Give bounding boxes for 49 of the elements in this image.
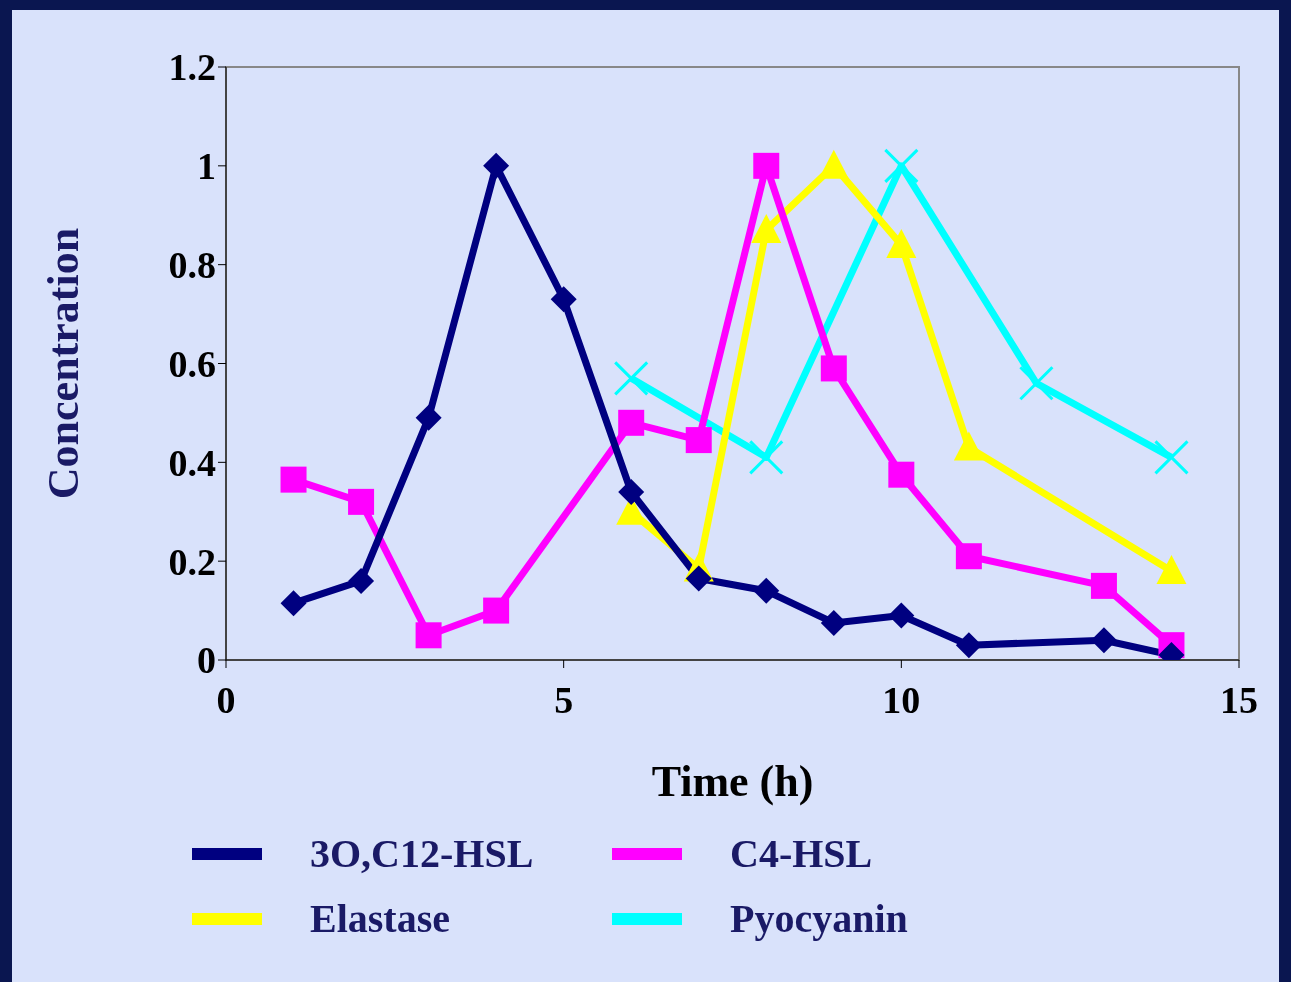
y-tick-label: 0 (197, 639, 216, 682)
point (953, 431, 984, 461)
y-tick-label: 0.2 (168, 540, 216, 583)
point (818, 149, 849, 179)
point (888, 602, 915, 629)
point (483, 152, 510, 179)
point (415, 622, 442, 649)
y-tick-label: 1.2 (168, 46, 216, 89)
point (613, 360, 649, 396)
x-axis-title: Time (h) (651, 757, 814, 806)
legend-label: C4-HSL (730, 830, 873, 877)
point (618, 478, 645, 505)
point (348, 567, 375, 594)
point (618, 409, 645, 436)
x-tick-label: 5 (554, 678, 574, 721)
point (685, 427, 712, 454)
y-tick-label: 0.8 (168, 244, 216, 287)
point (883, 148, 919, 184)
point (1156, 555, 1187, 585)
point (751, 214, 782, 244)
x-tick-label: 10 (882, 678, 921, 721)
point (1090, 627, 1117, 654)
point (348, 488, 375, 515)
point (886, 228, 917, 258)
point (820, 355, 847, 382)
point (1090, 572, 1117, 599)
y-axis-title: Concentration (38, 227, 88, 500)
point (753, 152, 780, 179)
point (820, 609, 847, 636)
point (483, 597, 510, 624)
x-tick-label: 15 (1220, 678, 1258, 721)
point (888, 461, 915, 488)
legend-label: Pyocyanin (730, 895, 908, 942)
legend-label: Elastase (310, 895, 450, 942)
point (280, 590, 307, 617)
point (280, 466, 307, 493)
point (955, 632, 982, 659)
y-tick-label: 0.4 (168, 441, 216, 484)
point (753, 577, 780, 604)
point (1018, 365, 1054, 401)
point (550, 286, 577, 313)
point (748, 439, 784, 475)
point (1153, 439, 1189, 475)
legend-label: 3O,C12-HSL (310, 830, 534, 877)
y-tick-label: 0.6 (168, 342, 216, 385)
point (415, 404, 442, 431)
y-tick-label: 1 (197, 145, 216, 188)
point (685, 565, 712, 592)
point (955, 543, 982, 570)
